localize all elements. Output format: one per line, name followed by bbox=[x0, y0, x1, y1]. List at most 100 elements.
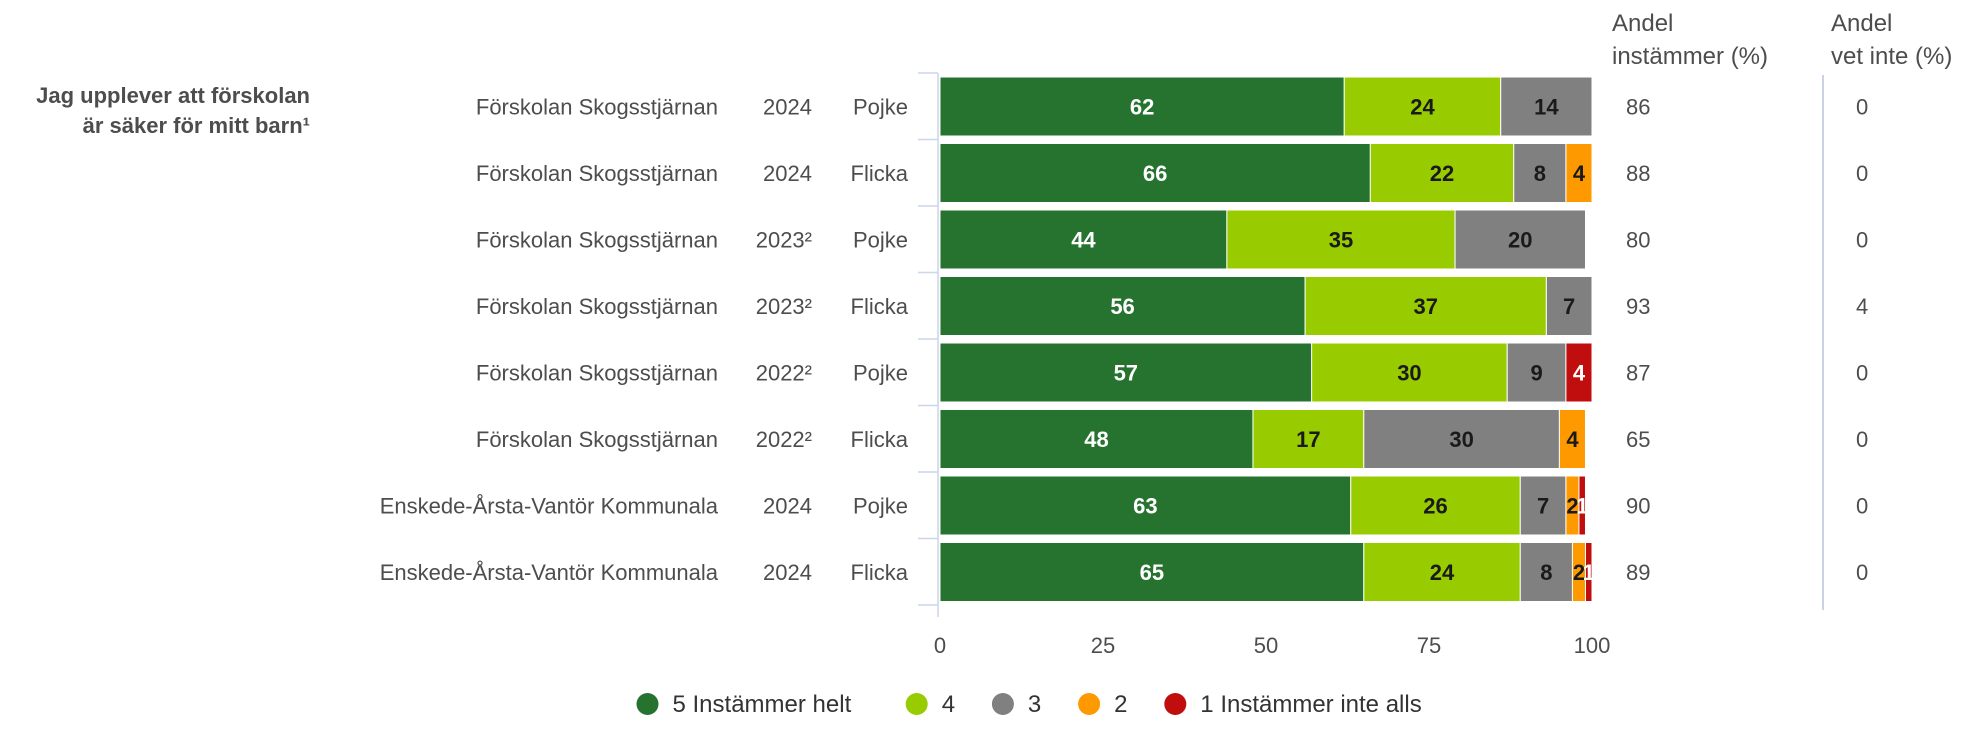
data-label: 37 bbox=[1413, 294, 1437, 319]
row-year-label: 2023² bbox=[756, 228, 812, 253]
header-dontknow-line-0: Andel bbox=[1831, 10, 1892, 37]
row-gender-label: Flicka bbox=[851, 294, 909, 319]
bar-segment bbox=[1350, 475, 1521, 536]
bar-segment bbox=[1565, 143, 1593, 203]
dontknow-value: 0 bbox=[1856, 95, 1868, 120]
dontknow-value: 0 bbox=[1856, 494, 1868, 519]
agree-value: 87 bbox=[1626, 361, 1650, 386]
bar-segment bbox=[939, 209, 1228, 270]
row-year-label: 2023² bbox=[756, 294, 812, 319]
legend-label: 1 Instämmer inte alls bbox=[1200, 691, 1421, 718]
data-label: 4 bbox=[1573, 361, 1586, 386]
legend-label: 4 bbox=[942, 691, 955, 718]
data-label: 4 bbox=[1566, 427, 1579, 452]
data-label: 24 bbox=[1410, 95, 1435, 120]
agree-value: 80 bbox=[1626, 228, 1650, 253]
agree-value: 86 bbox=[1626, 95, 1650, 120]
row-year-label: 2024 bbox=[763, 161, 812, 186]
data-label: 48 bbox=[1084, 427, 1108, 452]
bar-segment bbox=[1500, 76, 1593, 137]
row-gender-label: Pojke bbox=[853, 95, 908, 120]
data-label: 7 bbox=[1563, 294, 1575, 319]
bar-segment bbox=[1578, 475, 1586, 536]
data-label: 30 bbox=[1397, 361, 1421, 386]
data-label: 1 bbox=[1583, 560, 1595, 585]
bar-segment bbox=[1519, 542, 1573, 602]
bar-segment bbox=[1558, 409, 1586, 469]
bar-segment bbox=[1226, 209, 1456, 270]
bar-segment bbox=[1565, 342, 1593, 403]
data-label: 22 bbox=[1430, 161, 1454, 186]
bar-segment bbox=[1304, 276, 1547, 336]
bar-segment bbox=[939, 475, 1352, 536]
bar-segment bbox=[1454, 209, 1586, 270]
data-label: 0 bbox=[1592, 95, 1604, 120]
row-unit-label: Förskolan Skogsstjärnan bbox=[476, 361, 718, 386]
data-label: 35 bbox=[1329, 228, 1353, 253]
bar-segment bbox=[939, 342, 1313, 403]
legend-label: 3 bbox=[1028, 691, 1041, 718]
bar-segment bbox=[1311, 342, 1508, 403]
legend-marker bbox=[636, 693, 659, 715]
row-year-label: 2024 bbox=[763, 95, 812, 120]
legend-label: 2 bbox=[1114, 691, 1127, 718]
bar-segment bbox=[1343, 76, 1502, 137]
data-label: 0 bbox=[1585, 228, 1597, 253]
dontknow-value: 0 bbox=[1856, 560, 1868, 585]
row-gender-label: Pojke bbox=[853, 228, 908, 253]
row-unit-label: Förskolan Skogsstjärnan bbox=[476, 294, 718, 319]
data-label: 0 bbox=[1585, 228, 1597, 253]
dontknow-value: 0 bbox=[1856, 361, 1868, 386]
data-label: 14 bbox=[1534, 95, 1559, 120]
bar-segment bbox=[1545, 276, 1593, 336]
data-label: 63 bbox=[1133, 494, 1157, 519]
data-label: 9 bbox=[1530, 361, 1542, 386]
row-unit-label: Förskolan Skogsstjärnan bbox=[476, 95, 718, 120]
legend-marker bbox=[991, 693, 1014, 715]
data-label: 7 bbox=[1537, 494, 1549, 519]
dontknow-value: 4 bbox=[1856, 294, 1868, 319]
bar-segment bbox=[939, 276, 1306, 336]
data-label: 44 bbox=[1071, 228, 1096, 253]
row-unit-label: Förskolan Skogsstjärnan bbox=[476, 427, 718, 452]
data-label: 17 bbox=[1296, 427, 1320, 452]
row-gender-label: Pojke bbox=[853, 361, 908, 386]
x-tick-label: 50 bbox=[1254, 633, 1278, 658]
dontknow-value: 0 bbox=[1856, 427, 1868, 452]
x-tick-label: 100 bbox=[1574, 633, 1611, 658]
question-label-line-1: är säker för mitt barn¹ bbox=[83, 113, 310, 138]
agree-value: 65 bbox=[1626, 427, 1650, 452]
bar-segment bbox=[939, 143, 1371, 203]
legend-marker bbox=[905, 693, 928, 715]
header-agree-line-1: instämmer (%) bbox=[1612, 43, 1768, 70]
data-label: 20 bbox=[1508, 228, 1532, 253]
bar-segment bbox=[1363, 542, 1521, 602]
x-tick-label: 0 bbox=[934, 633, 946, 658]
data-label: 4 bbox=[1573, 161, 1586, 186]
row-gender-label: Flicka bbox=[851, 161, 909, 186]
data-label: 24 bbox=[1430, 560, 1455, 585]
row-gender-label: Pojke bbox=[853, 494, 908, 519]
data-label: 1 bbox=[1576, 494, 1588, 519]
legend-label: 5 Instämmer helt bbox=[673, 691, 852, 718]
row-unit-label: Enskede-Årsta-Vantör Kommunala bbox=[380, 494, 719, 519]
data-label: 65 bbox=[1140, 560, 1164, 585]
agree-value: 88 bbox=[1626, 161, 1650, 186]
data-label: 8 bbox=[1540, 560, 1552, 585]
row-year-label: 2024 bbox=[763, 494, 812, 519]
data-label: 0 bbox=[1592, 294, 1604, 319]
question-label-line-0: Jag upplever att förskolan bbox=[36, 83, 310, 108]
dontknow-value: 0 bbox=[1856, 161, 1868, 186]
data-label: 0 bbox=[1592, 294, 1604, 319]
x-tick-label: 75 bbox=[1417, 633, 1441, 658]
data-label: 62 bbox=[1130, 95, 1154, 120]
data-label: 30 bbox=[1449, 427, 1473, 452]
agree-value: 90 bbox=[1626, 494, 1650, 519]
data-label: 0 bbox=[1592, 95, 1604, 120]
data-label: 0 bbox=[1592, 161, 1604, 186]
row-year-label: 2022² bbox=[756, 361, 812, 386]
header-agree-line-0: Andel bbox=[1612, 10, 1673, 37]
legend-marker bbox=[1078, 693, 1101, 715]
